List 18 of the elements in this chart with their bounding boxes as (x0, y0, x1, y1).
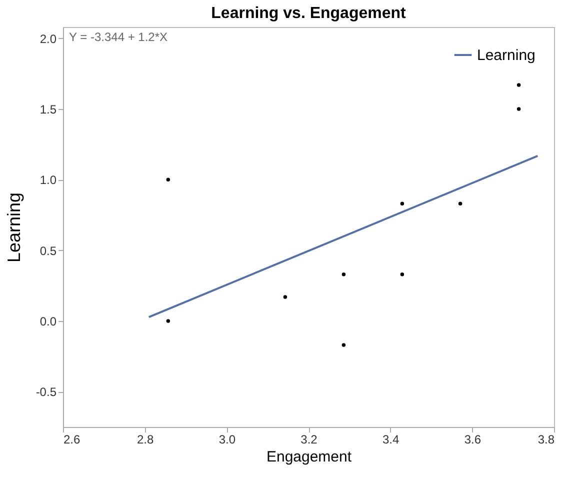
x-tick-label: 2.6 (64, 432, 81, 446)
x-axis-title: Engagement (266, 448, 352, 466)
x-tick-label: 3.2 (300, 432, 318, 446)
y-tick-label: 2.0 (40, 32, 57, 46)
legend-label: Learning (477, 47, 536, 64)
x-tick-label: 3.8 (538, 432, 555, 446)
x-tick-label: 2.8 (136, 432, 154, 446)
y-tick-label: 1.0 (40, 173, 57, 188)
annotation: Y = -3.344 + 1.2*X (69, 30, 168, 44)
x-tick-label: 3.0 (218, 432, 236, 446)
chart-title: Learning vs. Engagement (211, 5, 407, 22)
y-axis-title: Learning (4, 192, 24, 263)
y-tick-label: 1.5 (40, 102, 57, 116)
y-tick-label: 0.5 (40, 244, 57, 258)
x-tick-label: 3.6 (464, 432, 482, 446)
y-tick-label: -0.5 (36, 385, 57, 400)
x-tick-label: 3.4 (382, 432, 400, 446)
y-tick-label: 0.0 (40, 314, 57, 328)
